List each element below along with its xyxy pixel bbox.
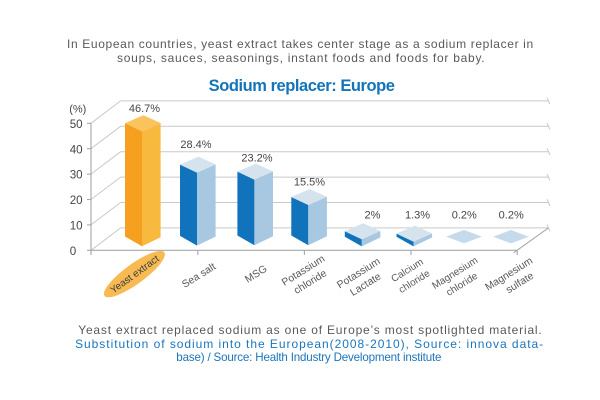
svg-text:(%): (%) [69, 103, 86, 115]
svg-text:Magnesiumsulfate: Magnesiumsulfate [484, 256, 542, 305]
svg-text:23.2%: 23.2% [241, 153, 272, 165]
svg-text:base) / Source: Health Industr: base) / Source: Health Industry Developm… [176, 351, 441, 364]
svg-text:PotassiumLactate: PotassiumLactate [335, 256, 389, 302]
svg-text:Sodium replacer: Europe: Sodium replacer: Europe [209, 77, 395, 95]
svg-text:0: 0 [70, 245, 76, 258]
svg-text:0.2%: 0.2% [452, 209, 477, 221]
svg-text:Yeast extract: Yeast extract [109, 253, 162, 296]
svg-text:28.4%: 28.4% [180, 139, 211, 151]
svg-text:soups, sauces, seasonings, ins: soups, sauces, seasonings, instant foods… [117, 51, 485, 65]
svg-text:Sea salt: Sea salt [180, 261, 218, 290]
svg-text:Potassiumchloride: Potassiumchloride [280, 254, 334, 300]
svg-text:Magnesiumchloride: Magnesiumchloride [430, 255, 487, 303]
svg-text:30: 30 [70, 169, 83, 182]
svg-text:40: 40 [70, 143, 83, 156]
svg-text:Calciumchloride: Calciumchloride [390, 257, 433, 297]
svg-text:15.5%: 15.5% [294, 176, 325, 188]
svg-text:0.2%: 0.2% [499, 209, 524, 221]
svg-text:Substitution of sodium into th: Substitution of sodium into the European… [75, 337, 544, 351]
svg-text:10: 10 [70, 220, 83, 233]
svg-text:20: 20 [70, 194, 83, 207]
svg-text:1.3%: 1.3% [405, 209, 430, 221]
svg-text:Yeast extract replaced sodium: Yeast extract replaced sodium as one of … [78, 323, 542, 337]
svg-text:50: 50 [70, 118, 83, 131]
svg-text:MSG: MSG [243, 264, 269, 286]
svg-text:In Euopean countries, yeast ex: In Euopean countries, yeast extract take… [67, 37, 534, 51]
svg-text:46.7%: 46.7% [129, 103, 160, 115]
svg-text:2%: 2% [365, 209, 381, 221]
